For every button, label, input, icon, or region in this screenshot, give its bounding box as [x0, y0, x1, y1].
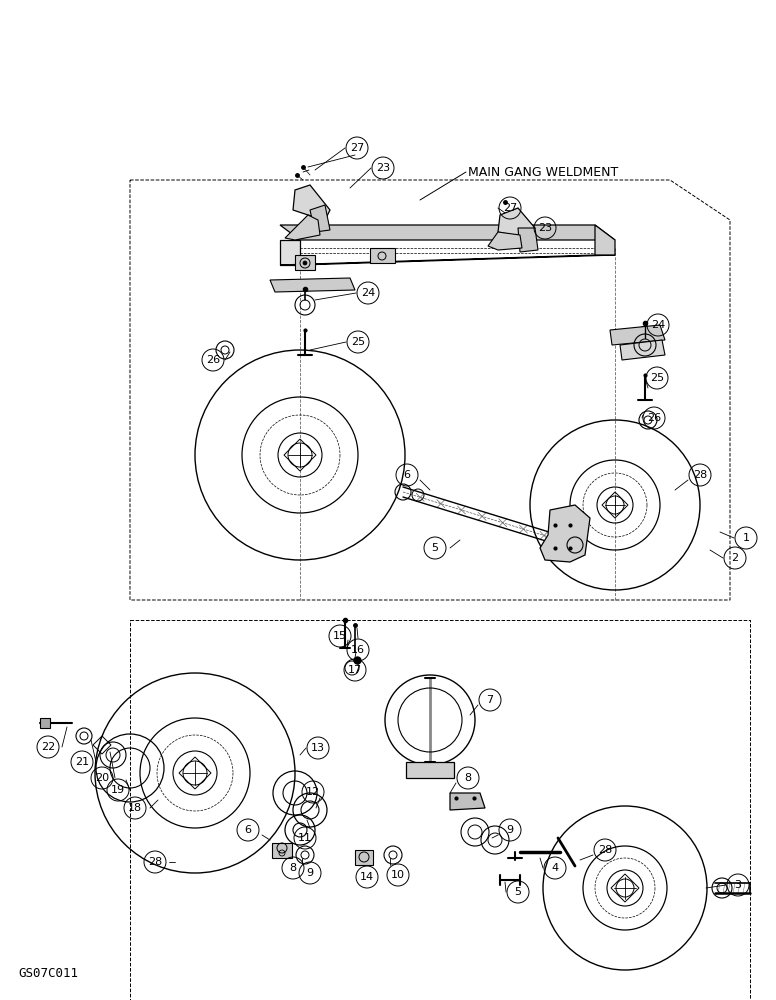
- Polygon shape: [272, 843, 292, 858]
- Polygon shape: [498, 208, 535, 238]
- Text: 17: 17: [348, 665, 362, 675]
- Polygon shape: [610, 325, 665, 345]
- Text: 5: 5: [431, 543, 438, 553]
- Polygon shape: [280, 225, 615, 240]
- Text: 6: 6: [244, 825, 251, 835]
- Text: 11: 11: [298, 833, 312, 843]
- Polygon shape: [488, 232, 522, 250]
- Polygon shape: [595, 225, 615, 255]
- Text: 5: 5: [514, 887, 521, 897]
- Text: 21: 21: [75, 757, 89, 767]
- Text: 23: 23: [538, 223, 552, 233]
- Text: MAIN GANG WELDMENT: MAIN GANG WELDMENT: [468, 165, 618, 178]
- Text: 16: 16: [351, 645, 365, 655]
- Text: 27: 27: [350, 143, 364, 153]
- Text: 28: 28: [148, 857, 162, 867]
- Text: 15: 15: [333, 631, 347, 641]
- Text: 9: 9: [507, 825, 514, 835]
- Polygon shape: [540, 505, 590, 562]
- Text: 25: 25: [351, 337, 365, 347]
- Text: 27: 27: [503, 203, 517, 213]
- Text: 2: 2: [732, 553, 739, 563]
- Polygon shape: [518, 228, 538, 252]
- Text: 12: 12: [306, 787, 320, 797]
- Text: 3: 3: [735, 880, 742, 890]
- Text: 26: 26: [647, 413, 661, 423]
- Text: 6: 6: [404, 470, 411, 480]
- Text: 14: 14: [360, 872, 374, 882]
- Text: 19: 19: [111, 785, 125, 795]
- Polygon shape: [270, 278, 355, 292]
- Text: 25: 25: [650, 373, 664, 383]
- Polygon shape: [310, 205, 330, 232]
- Text: 28: 28: [598, 845, 612, 855]
- Polygon shape: [293, 185, 330, 220]
- Text: 4: 4: [552, 863, 559, 873]
- Polygon shape: [406, 762, 454, 778]
- Text: 24: 24: [651, 320, 665, 330]
- Text: 26: 26: [206, 355, 220, 365]
- Text: GS07C011: GS07C011: [18, 967, 78, 980]
- Polygon shape: [620, 340, 665, 360]
- Polygon shape: [370, 248, 395, 263]
- Polygon shape: [40, 718, 50, 728]
- Text: 18: 18: [128, 803, 142, 813]
- Text: 22: 22: [41, 742, 55, 752]
- Polygon shape: [295, 255, 315, 270]
- Text: 24: 24: [361, 288, 375, 298]
- Polygon shape: [355, 850, 373, 865]
- Circle shape: [303, 261, 307, 265]
- Text: 9: 9: [307, 868, 314, 878]
- Text: 8: 8: [289, 863, 296, 873]
- Text: 1: 1: [743, 533, 750, 543]
- Text: 20: 20: [95, 773, 109, 783]
- Text: 28: 28: [693, 470, 707, 480]
- Text: 7: 7: [487, 695, 494, 705]
- Polygon shape: [280, 255, 615, 265]
- Text: 23: 23: [376, 163, 390, 173]
- Polygon shape: [285, 215, 320, 240]
- Polygon shape: [450, 793, 485, 810]
- Text: 13: 13: [311, 743, 325, 753]
- Text: 8: 8: [465, 773, 472, 783]
- Polygon shape: [280, 240, 300, 265]
- Text: 10: 10: [391, 870, 405, 880]
